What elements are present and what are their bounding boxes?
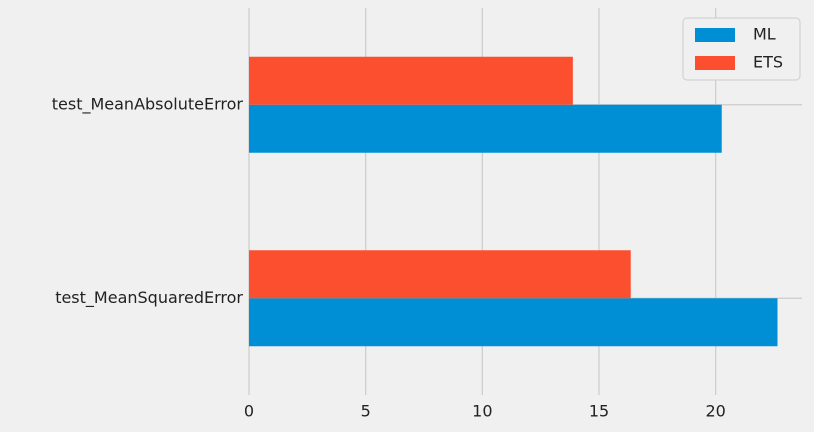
legend-swatch	[695, 56, 735, 70]
legend-swatch	[695, 28, 735, 42]
legend-label: ETS	[753, 53, 783, 72]
y-tick-label: test_MeanAbsoluteError	[52, 94, 244, 114]
x-tick-label: 15	[589, 402, 609, 421]
x-tick-label: 20	[705, 402, 725, 421]
bar	[249, 56, 573, 105]
bar	[249, 104, 722, 153]
x-tick-label: 5	[361, 402, 371, 421]
x-tick-label: 10	[472, 402, 492, 421]
x-tick-label: 0	[244, 402, 254, 421]
bar	[249, 250, 631, 299]
legend-label: ML	[753, 25, 776, 44]
bar	[249, 298, 778, 347]
y-tick-label: test_MeanSquaredError	[55, 288, 243, 308]
